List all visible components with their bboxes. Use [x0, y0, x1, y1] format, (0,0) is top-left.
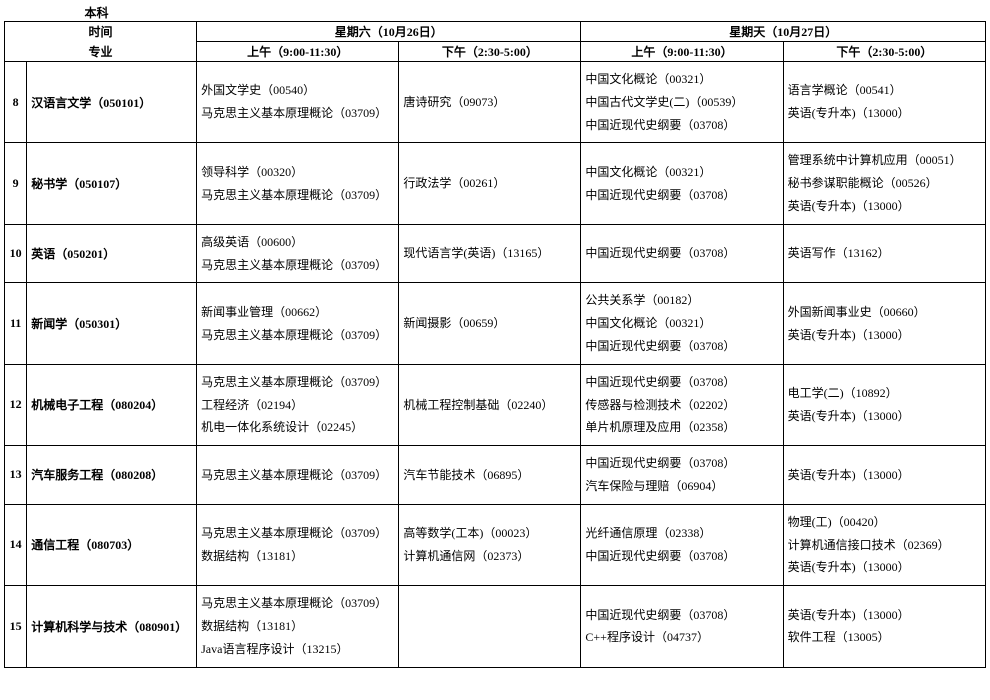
course-cell: 高等数学(工本)（00023）计算机通信网（02373）: [399, 504, 581, 585]
course-cell: 中国近现代史纲要（03708）: [581, 224, 783, 283]
course-cell: 物理(工)（00420）计算机通信接口技术（02369）英语(专升本)（1300…: [783, 504, 985, 585]
day1-header: 星期六（10月26日）: [197, 22, 581, 42]
course-cell: 高级英语（00600）马克思主义基本原理概论（03709）: [197, 224, 399, 283]
table-row: 12机械电子工程（080204）马克思主义基本原理概论（03709）工程经济（0…: [5, 364, 986, 445]
major-name: 机械电子工程（080204）: [27, 364, 197, 445]
course-cell: 新闻事业管理（00662）马克思主义基本原理概论（03709）: [197, 283, 399, 364]
d2-am-header: 上午（9:00-11:30）: [581, 42, 783, 62]
course-cell: 马克思主义基本原理概论（03709）数据结构（13181）: [197, 504, 399, 585]
row-number: 10: [5, 224, 27, 283]
course-cell: 中国近现代史纲要（03708）汽车保险与理赔（06904）: [581, 446, 783, 505]
major-header: 专业: [5, 42, 197, 62]
course-cell: 光纤通信原理（02338）中国近现代史纲要（03708）: [581, 504, 783, 585]
d1-pm-header: 下午（2:30-5:00）: [399, 42, 581, 62]
course-cell: 领导科学（00320）马克思主义基本原理概论（03709）: [197, 143, 399, 224]
major-name: 汉语言文学（050101）: [27, 62, 197, 143]
table-row: 13汽车服务工程（080208）马克思主义基本原理概论（03709）汽车节能技术…: [5, 446, 986, 505]
course-cell: 中国文化概论（00321）中国古代文学史(二)（00539）中国近现代史纲要（0…: [581, 62, 783, 143]
row-number: 14: [5, 504, 27, 585]
course-cell: 中国文化概论（00321）中国近现代史纲要（03708）: [581, 143, 783, 224]
table-row: 9秘书学（050107）领导科学（00320）马克思主义基本原理概论（03709…: [5, 143, 986, 224]
time-header: 时间: [5, 22, 197, 42]
table-row: 15计算机科学与技术（080901）马克思主义基本原理概论（03709）数据结构…: [5, 586, 986, 667]
table-row: 10英语（050201）高级英语（00600）马克思主义基本原理概论（03709…: [5, 224, 986, 283]
major-name: 新闻学（050301）: [27, 283, 197, 364]
course-cell: 电工学(二)（10892）英语(专升本)（13000）: [783, 364, 985, 445]
course-cell: 英语写作（13162）: [783, 224, 985, 283]
day2-header: 星期天（10月27日）: [581, 22, 986, 42]
table-row: 11新闻学（050301）新闻事业管理（00662）马克思主义基本原理概论（03…: [5, 283, 986, 364]
major-name: 通信工程（080703）: [27, 504, 197, 585]
course-cell: 行政法学（00261）: [399, 143, 581, 224]
table-row: 14通信工程（080703）马克思主义基本原理概论（03709）数据结构（131…: [5, 504, 986, 585]
course-cell: 现代语言学(英语)（13165）: [399, 224, 581, 283]
course-cell: 马克思主义基本原理概论（03709）数据结构（13181）Java语言程序设计（…: [197, 586, 399, 667]
course-cell: 马克思主义基本原理概论（03709）: [197, 446, 399, 505]
row-number: 9: [5, 143, 27, 224]
header-row-1: 时间 星期六（10月26日） 星期天（10月27日）: [5, 22, 986, 42]
course-cell: 外国文学史（00540）马克思主义基本原理概论（03709）: [197, 62, 399, 143]
course-cell: 语言学概论（00541）英语(专升本)（13000）: [783, 62, 985, 143]
course-cell: 马克思主义基本原理概论（03709）工程经济（02194）机电一体化系统设计（0…: [197, 364, 399, 445]
major-name: 计算机科学与技术（080901）: [27, 586, 197, 667]
course-cell: 管理系统中计算机应用（00051）秘书参谋职能概论（00526）英语(专升本)（…: [783, 143, 985, 224]
course-cell: 唐诗研究（09073）: [399, 62, 581, 143]
header-row-2: 专业 上午（9:00-11:30） 下午（2:30-5:00） 上午（9:00-…: [5, 42, 986, 62]
level-label: 本科: [5, 4, 986, 22]
schedule-table: 本科 时间 星期六（10月26日） 星期天（10月27日） 专业 上午（9:00…: [4, 4, 986, 668]
major-name: 英语（050201）: [27, 224, 197, 283]
course-cell: 英语(专升本)（13000）: [783, 446, 985, 505]
row-number: 12: [5, 364, 27, 445]
d2-pm-header: 下午（2:30-5:00）: [783, 42, 985, 62]
course-cell: 中国近现代史纲要（03708）传感器与检测技术（02202）单片机原理及应用（0…: [581, 364, 783, 445]
course-cell: 公共关系学（00182）中国文化概论（00321）中国近现代史纲要（03708）: [581, 283, 783, 364]
course-cell: 英语(专升本)（13000）软件工程（13005）: [783, 586, 985, 667]
course-cell: [399, 586, 581, 667]
row-number: 8: [5, 62, 27, 143]
d1-am-header: 上午（9:00-11:30）: [197, 42, 399, 62]
row-number: 15: [5, 586, 27, 667]
row-number: 13: [5, 446, 27, 505]
table-row: 8汉语言文学（050101）外国文学史（00540）马克思主义基本原理概论（03…: [5, 62, 986, 143]
course-cell: 机械工程控制基础（02240）: [399, 364, 581, 445]
row-number: 11: [5, 283, 27, 364]
course-cell: 汽车节能技术（06895）: [399, 446, 581, 505]
major-name: 汽车服务工程（080208）: [27, 446, 197, 505]
major-name: 秘书学（050107）: [27, 143, 197, 224]
course-cell: 中国近现代史纲要（03708）C++程序设计（04737）: [581, 586, 783, 667]
course-cell: 外国新闻事业史（00660）英语(专升本)（13000）: [783, 283, 985, 364]
course-cell: 新闻摄影（00659）: [399, 283, 581, 364]
